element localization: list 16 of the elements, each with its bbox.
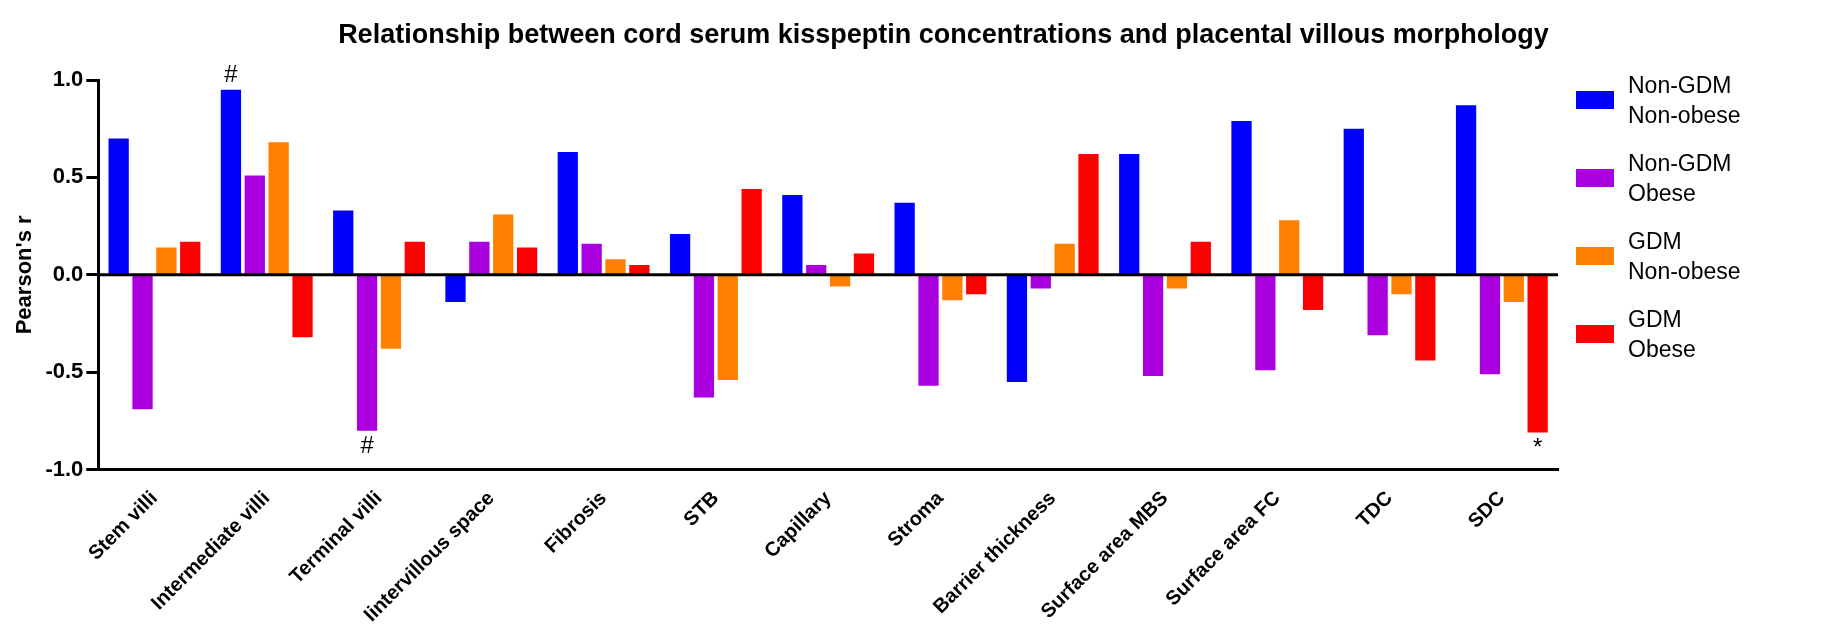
y-tick-label: 0.5 (52, 163, 84, 189)
y-tick-label: 1.0 (52, 66, 84, 92)
legend-label: Non-GDM Obese (1628, 149, 1733, 208)
legend-label: GDM Obese (1628, 305, 1697, 364)
chart-title: Relationship between cord serum kisspeptin concentrations and placental villous morphology (337, 18, 1550, 51)
y-tick-label: 0.0 (52, 260, 84, 286)
data-label: # (360, 431, 375, 459)
legend-label: GDM Non-obese (1628, 227, 1742, 286)
data-label: * (1532, 433, 1543, 461)
legend-label: Non-GDM Non-obese (1628, 71, 1742, 130)
y-tick-label: -1.0 (45, 455, 84, 481)
x-tick-label: STB (678, 486, 723, 531)
y-axis-title: Pearson's r (11, 214, 37, 335)
x-tick-label: TDC (1351, 486, 1397, 531)
y-tick-label: -0.5 (45, 358, 84, 384)
data-label: # (224, 60, 239, 88)
